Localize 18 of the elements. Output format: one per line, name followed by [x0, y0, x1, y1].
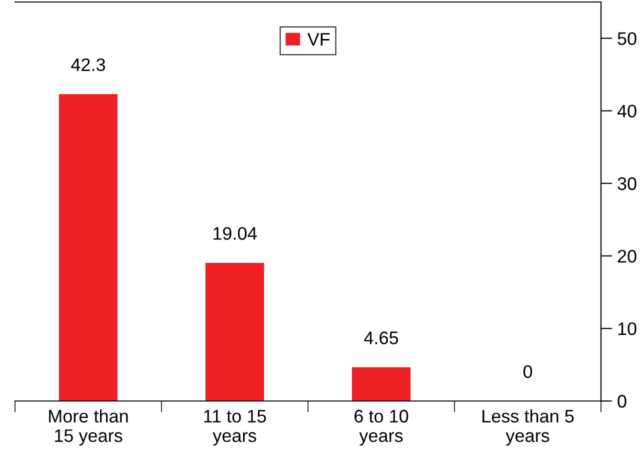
legend-label: VF	[307, 33, 330, 46]
y-tick-label: 20	[618, 250, 636, 263]
bar	[205, 262, 264, 401]
x-tick-label: Less than 5 years	[482, 409, 574, 446]
y-tick-label: 10	[618, 322, 636, 336]
data-label: 4.65	[364, 331, 398, 344]
bar	[352, 367, 411, 401]
data-label: 19.04	[214, 227, 257, 240]
data-label: 0	[523, 365, 532, 378]
x-tick-label: 6 to 10 years	[354, 410, 408, 446]
y-tick-label: 0	[618, 394, 626, 408]
y-tick-label: 50	[618, 32, 636, 45]
y-tick-label: 30	[618, 177, 636, 190]
bar	[58, 94, 118, 401]
y-tick-label: 40	[617, 104, 636, 118]
x-tick-label: 11 to 15 years	[204, 410, 266, 446]
data-label: 42.3	[71, 58, 106, 72]
x-tick-label: More than 15 years	[49, 409, 128, 446]
